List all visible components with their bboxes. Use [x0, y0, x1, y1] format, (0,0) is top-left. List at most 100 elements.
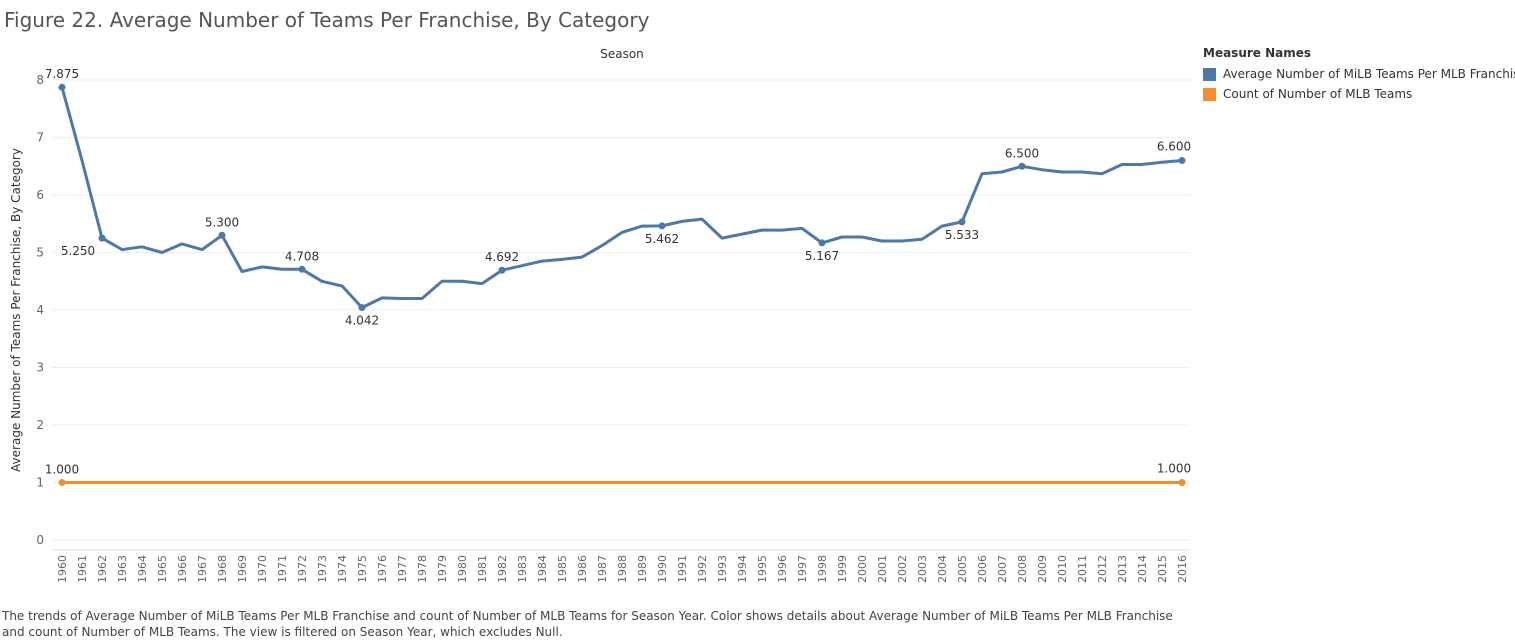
y-tick-label: 6 [36, 188, 44, 202]
x-tick-label: 2014 [1136, 555, 1149, 583]
data-label: 5.300 [205, 215, 239, 229]
data-label: 6.600 [1157, 140, 1191, 154]
x-tick-label: 2005 [956, 555, 969, 583]
x-tick-label: 2016 [1176, 555, 1189, 583]
x-tick-label: 1986 [576, 555, 589, 583]
data-point [58, 83, 66, 91]
x-tick-label: 1979 [436, 555, 449, 583]
data-point [58, 479, 66, 486]
x-tick-label: 1978 [416, 555, 429, 583]
x-tick-label: 1968 [216, 555, 229, 583]
x-tick-label: 1963 [116, 555, 129, 583]
data-label: 7.875 [45, 67, 79, 81]
x-tick-label: 1966 [176, 555, 189, 583]
x-axis-title: Season [600, 47, 644, 61]
x-tick-label: 1995 [756, 555, 769, 583]
x-tick-label: 2008 [1016, 555, 1029, 583]
x-tick-label: 1982 [496, 555, 509, 583]
data-labels: 7.875 5.250 5.300 4.708 4.042 4.692 5.462 5.167… [45, 67, 1191, 476]
legend-swatch-blue [1203, 67, 1216, 81]
x-tick-label: 1960 [56, 555, 69, 583]
x-tick-label: 1981 [476, 555, 489, 583]
data-label: 5.167 [805, 249, 839, 263]
x-tick-label: 1991 [676, 555, 689, 583]
data-label: 5.250 [61, 244, 95, 258]
x-tick-label: 2011 [1076, 555, 1089, 583]
x-tick-label: 2004 [936, 555, 949, 583]
x-tick-label: 1992 [696, 555, 709, 583]
x-tick-label: 2007 [996, 555, 1009, 583]
data-label: 1.000 [1157, 462, 1191, 476]
x-tick-label: 2013 [1116, 555, 1129, 583]
x-tick-label: 1972 [296, 555, 309, 583]
legend-item-avg-milb[interactable]: Average Number of MiLB Teams Per MLB Fra… [1203, 64, 1515, 84]
data-point [1178, 479, 1186, 486]
data-point [658, 222, 666, 230]
data-label: 1.000 [45, 463, 79, 477]
y-tick-label: 7 [36, 131, 44, 145]
x-tick-label: 1998 [816, 555, 829, 583]
data-point [1178, 157, 1186, 164]
x-tick-label: 1975 [356, 555, 369, 583]
x-tick-label: 1984 [536, 555, 549, 583]
x-tick-label: 1996 [776, 555, 789, 583]
axes: 0 1 2 3 4 5 6 7 8 1960 1961 1962 1963 1964 1965 1966 196… [9, 47, 1190, 583]
y-axis-title: Average Number of Teams Per Franchise, B… [9, 148, 23, 472]
legend-item-count-mlb[interactable]: Count of Number of MLB Teams [1203, 84, 1515, 104]
x-tick-label: 1961 [76, 555, 89, 583]
caption: The trends of Average Number of MiLB Tea… [2, 609, 1173, 639]
legend-title: Measure Names [1203, 46, 1312, 60]
data-label: 4.708 [285, 249, 319, 263]
x-tick-label: 2010 [1056, 555, 1069, 583]
data-label: 5.462 [645, 232, 679, 246]
x-tick-label: 1989 [636, 555, 649, 583]
y-tick-label: 1 [36, 476, 44, 490]
data-point [298, 265, 306, 273]
x-tick-label: 1973 [316, 555, 329, 583]
x-tick-label: 1997 [796, 555, 809, 583]
legend-swatch-orange [1203, 87, 1216, 101]
data-label: 5.533 [945, 228, 979, 242]
series-line-avg-milb [60, 85, 1184, 310]
line-chart: 0 1 2 3 4 5 6 7 8 1960 1961 1962 1963 1964 1965 1966 196… [9, 47, 1191, 583]
legend-label: Count of Number of MLB Teams [1223, 87, 1413, 101]
y-tick-label: 3 [36, 361, 44, 375]
x-tick-label: 1971 [276, 555, 289, 583]
y-tick-label: 0 [36, 533, 44, 547]
y-tick-label: 8 [36, 73, 44, 87]
data-point [358, 304, 366, 312]
x-tick-label: 1970 [256, 555, 269, 583]
legend: Measure Names Average Number of MiLB Tea… [1203, 46, 1515, 104]
x-tick-label: 1980 [456, 555, 469, 583]
x-tick-label: 2012 [1096, 555, 1109, 583]
y-tick-label: 4 [36, 303, 44, 317]
x-tick-label: 1985 [556, 555, 569, 583]
x-tick-label: 1994 [736, 555, 749, 583]
x-tick-label: 1962 [96, 555, 109, 583]
x-tick-label: 2001 [876, 555, 889, 583]
x-tick-label: 1987 [596, 555, 609, 583]
data-point [498, 266, 506, 274]
x-tick-label: 1976 [376, 555, 389, 583]
legend-label: Average Number of MiLB Teams Per MLB Fra… [1223, 67, 1515, 81]
x-tick-label: 1964 [136, 555, 149, 583]
series [58, 83, 1186, 486]
y-tick-label: 2 [36, 418, 44, 432]
x-tick-label: 1967 [196, 555, 209, 583]
x-tick-label: 1990 [656, 555, 669, 583]
x-tick-label: 1974 [336, 555, 349, 583]
x-tick-label: 2009 [1036, 555, 1049, 583]
y-tick-label: 5 [36, 246, 44, 260]
x-tick-label: 2002 [896, 555, 909, 583]
data-label: 4.042 [345, 314, 379, 328]
data-point [958, 218, 966, 226]
x-tick-label: 2006 [976, 555, 989, 583]
x-tick-label: 1999 [836, 555, 849, 583]
x-tick-label: 1988 [616, 555, 629, 583]
figure-title: Figure 22. Average Number of Teams Per F… [4, 8, 650, 32]
x-tick-label: 2000 [856, 555, 869, 583]
x-tick-label: 2015 [1156, 555, 1169, 583]
data-point [218, 231, 226, 239]
data-label: 6.500 [1005, 146, 1039, 160]
x-tick-label: 1977 [396, 555, 409, 583]
